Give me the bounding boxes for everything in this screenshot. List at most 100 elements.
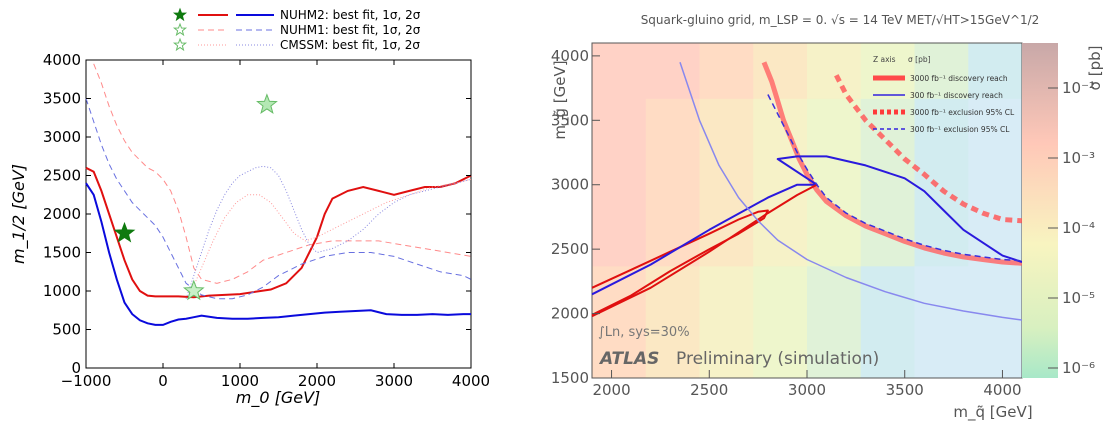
left-legend-star-1	[172, 22, 188, 37]
right-heatmap-cell	[592, 210, 647, 267]
right-series-line-0	[761, 61, 1023, 266]
right-z-ticks: 10⁻² 10⁻³ 10⁻⁴ 10⁻⁵ 10⁻⁶	[1048, 79, 1095, 377]
right-heatmap-cell	[645, 266, 700, 323]
right-heatmap-cell	[699, 210, 754, 267]
right-heatmap-cell	[968, 266, 1023, 323]
right-heatmap-cell	[645, 154, 700, 211]
right-heatmap-cell	[860, 210, 915, 267]
left-best-fit-group	[113, 93, 278, 301]
right-heatmap-cell	[914, 98, 969, 156]
right-legend-label-0: 3000 fb⁻¹ discovery reach	[910, 74, 1008, 83]
right-heatmap-cell	[699, 43, 754, 100]
right-heatmap-cell	[860, 43, 915, 100]
right-series-line-5	[767, 94, 1023, 262]
left-y-tick-label-0: 0	[71, 359, 81, 377]
right-series-line-2	[591, 155, 1023, 296]
right-x-axis-label: m_q̃ [GeV]	[953, 403, 1032, 422]
left-legend-label-0: NUHM2: best fit, 1σ, 2σ	[280, 8, 421, 22]
right-heatmap-cell	[645, 98, 700, 156]
right-series-line-1	[591, 209, 769, 316]
right-z-colorbar	[1022, 43, 1058, 378]
right-z-axis-label: σ [pb]	[1086, 45, 1104, 90]
right-heatmap-cell	[699, 98, 754, 156]
right-z-tick-label-1: 10⁻³	[1062, 149, 1095, 167]
right-heatmap-cell	[753, 322, 808, 379]
right-heatmap-cell	[645, 210, 700, 267]
right-legend: Z axis σ [pb] 3000 fb⁻¹ discovery reach 300…	[873, 55, 1015, 134]
right-legend-label-3: 300 fb⁻¹ exclusion 95% CL	[910, 125, 1010, 134]
right-chart: 2000 2500 3000 3500 4000 1500200025003000350…	[551, 13, 1104, 422]
right-stats-annotation: ∫Ln, sys=30%	[598, 325, 690, 340]
right-heatmap-cell	[592, 322, 647, 379]
right-series-line-4	[834, 74, 1023, 224]
right-heatmap-cell	[914, 266, 969, 323]
right-z-tick-label-2: 10⁻⁴	[1062, 219, 1095, 237]
right-heatmap-cell	[699, 266, 754, 323]
right-legend-label-2: 3000 fb⁻¹ exclusion 95% CL	[910, 108, 1015, 117]
right-heatmap-cell	[968, 43, 1023, 100]
left-legend-star-0	[172, 7, 188, 22]
right-x-tick-label-3: 3500	[886, 381, 924, 399]
right-heatmap-cell	[807, 98, 862, 156]
left-x-tick-label-1: 0	[158, 372, 168, 390]
right-title: Squark-gluino grid, m_LSP = 0. √s = 14 T…	[641, 13, 1040, 27]
right-legend-header-left: Z axis	[873, 55, 896, 64]
right-y-tick-label-3: 3000	[551, 176, 589, 194]
right-legend-header-right: σ [pb]	[908, 55, 931, 64]
right-x-tick-label-2: 3000	[788, 381, 826, 399]
left-series-line-1	[85, 166, 472, 299]
left-series-line-2	[85, 98, 472, 300]
right-heatmap-cell	[860, 154, 915, 211]
left-x-tick-label-5: 4000	[452, 372, 490, 390]
right-heatmap-cell	[968, 154, 1023, 211]
right-y-tick-label-1: 2000	[551, 305, 589, 323]
right-heatmap-cell	[592, 43, 647, 100]
right-x-tick-label-0: 2000	[592, 381, 630, 399]
right-x-tick-label-1: 2500	[690, 381, 728, 399]
right-series-line-6	[679, 62, 1023, 321]
left-best-fit-star-1	[256, 93, 278, 114]
right-heatmap-cell	[645, 322, 700, 379]
left-y-tick-label-8: 4000	[43, 51, 81, 69]
right-heatmap-cell	[968, 98, 1023, 156]
left-series-group	[85, 63, 472, 326]
left-x-tick-label-2: 1000	[221, 372, 259, 390]
right-heatmap-cell	[860, 322, 915, 379]
left-best-fit-star-2	[182, 279, 205, 301]
left-series-line-5	[189, 178, 472, 296]
right-x-ticks: 2000 2500 3000 3500 4000	[592, 370, 1022, 399]
left-y-tick-label-5: 2500	[43, 167, 81, 185]
right-y-tick-label-2: 2500	[551, 240, 589, 258]
left-series-line-0	[85, 182, 471, 326]
right-series-line-3	[591, 183, 818, 318]
right-y-ticks: 1500 2000 2500 3000 3500 4000	[551, 47, 600, 387]
right-heatmap-cell	[753, 266, 808, 323]
right-heatmap-cell	[807, 322, 862, 379]
right-legend-label-1: 300 fb⁻¹ discovery reach	[910, 91, 1003, 100]
right-heatmap-cell	[968, 322, 1023, 379]
right-y-tick-label-0: 1500	[551, 369, 589, 387]
right-heatmap-cell	[699, 154, 754, 211]
right-heatmap-cell	[753, 43, 808, 100]
right-heatmap-cell	[860, 266, 915, 323]
left-x-ticks: −1000 0 1000 2000 3000 4000	[61, 60, 490, 390]
right-heatmap-cell	[914, 154, 969, 211]
left-chart: −1000 0 1000 2000 3000 4000 05001000150020002…	[9, 7, 490, 408]
left-y-tick-label-1: 500	[52, 321, 81, 339]
left-legend-label-1: NUHM1: best fit, 1σ, 2σ	[280, 23, 421, 37]
right-atlas-label: ATLAS	[598, 349, 659, 369]
right-preliminary-label: Preliminary (simulation)	[676, 349, 879, 369]
right-heatmap-cell	[914, 43, 969, 100]
left-series-line-3	[93, 63, 472, 284]
right-heatmap-cell	[914, 322, 969, 379]
left-x-tick-label-4: 3000	[375, 372, 413, 390]
right-z-tick-label-4: 10⁻⁶	[1062, 359, 1095, 377]
right-y-tick-label-4: 3500	[551, 111, 589, 129]
left-best-fit-star-0	[113, 221, 136, 243]
left-y-tick-label-7: 3500	[43, 90, 81, 108]
right-z-tick-label-0: 10⁻²	[1062, 79, 1095, 97]
left-y-tick-label-4: 2000	[43, 205, 81, 223]
right-heatmap-cell	[807, 266, 862, 323]
left-legend-label-2: CMSSM: best fit, 1σ, 2σ	[280, 38, 420, 52]
